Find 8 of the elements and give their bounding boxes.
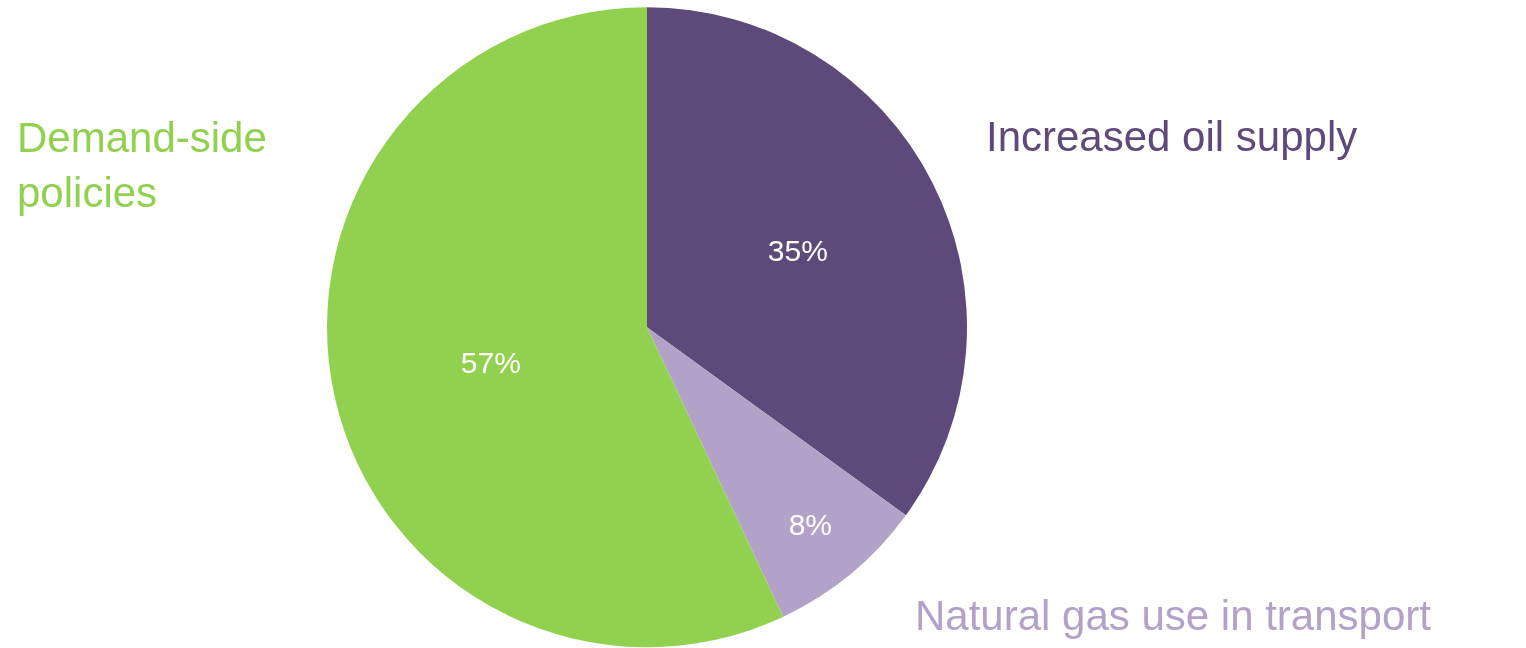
pie-slice <box>647 7 967 516</box>
data-label: 57% <box>460 345 521 379</box>
pie-slice <box>647 327 906 617</box>
data-label: 8% <box>788 508 833 542</box>
slice-label: Increased oil supply <box>986 113 1358 160</box>
slice-label: Demand-side policies <box>17 114 267 216</box>
data-label: 35% <box>767 233 828 267</box>
slice-label: Natural gas use in transport <box>915 592 1432 639</box>
